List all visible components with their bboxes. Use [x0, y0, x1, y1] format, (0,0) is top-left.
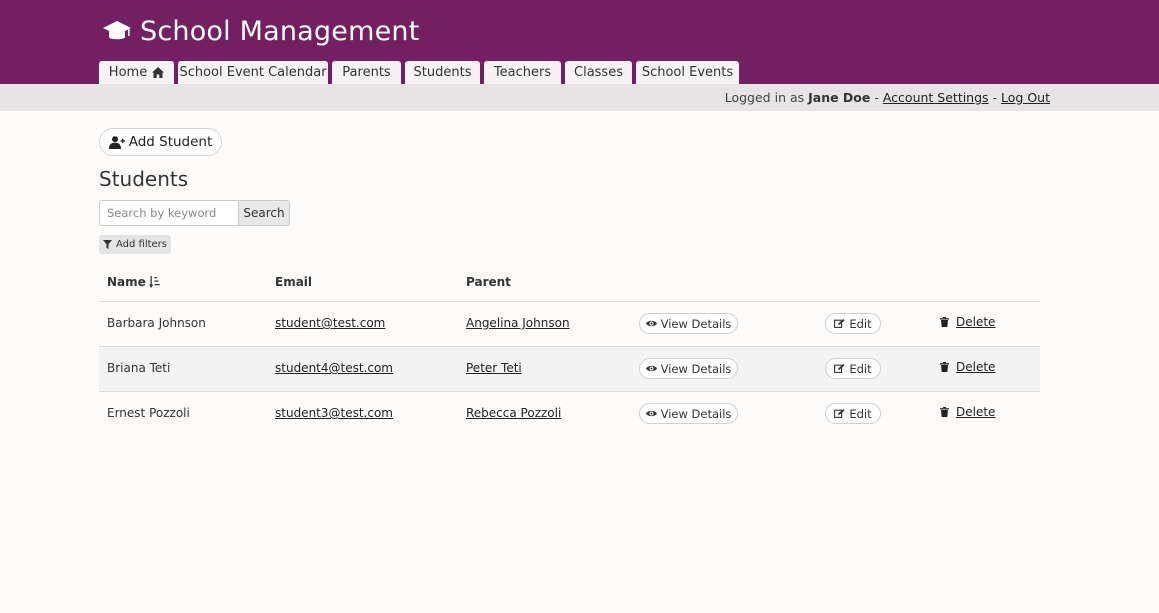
edit-icon: [834, 409, 845, 418]
student-email-link[interactable]: student@test.com: [275, 316, 386, 330]
add-filters-label: Add filters: [115, 239, 167, 250]
tab-home[interactable]: Home: [99, 61, 174, 84]
home-icon: [152, 67, 165, 78]
tab-school-events[interactable]: School Events: [636, 61, 739, 84]
column-email-header: Email: [275, 275, 313, 289]
delete-label: Delete: [956, 315, 996, 329]
delete-button[interactable]: Delete: [940, 360, 995, 374]
eye-icon: [645, 410, 657, 417]
tab-school-event-calendar[interactable]: School Event Calendar: [178, 61, 328, 84]
add-filters-button[interactable]: Add filters: [99, 235, 171, 254]
trash-icon: [940, 362, 949, 372]
trash-icon: [940, 407, 949, 417]
separator: -: [870, 90, 883, 105]
sort-alpha-down-icon: [148, 276, 160, 288]
edit-button[interactable]: Edit: [825, 358, 881, 379]
tab-label: School Event Calendar: [179, 65, 327, 80]
session-bar: [0, 84, 1159, 111]
student-name: Barbara Johnson: [107, 316, 206, 330]
edit-button[interactable]: Edit: [825, 403, 881, 424]
table-row: Ernest Pozzoli student3@test.com Rebecca…: [99, 392, 1040, 437]
edit-label: Edit: [849, 361, 872, 376]
tab-label: Students: [413, 65, 472, 80]
add-student-button[interactable]: Add Student: [99, 128, 222, 156]
column-header-label: Name: [107, 275, 146, 289]
login-status: Logged in as Jane Doe - Account Settings…: [725, 90, 1050, 105]
edit-icon: [834, 364, 845, 373]
delete-button[interactable]: Delete: [940, 315, 995, 329]
column-name-header[interactable]: Name: [107, 275, 160, 289]
search-button[interactable]: Search: [238, 200, 290, 226]
eye-icon: [645, 320, 657, 327]
main-nav: Home School Event Calendar Parents Stude…: [99, 61, 743, 84]
tab-students[interactable]: Students: [405, 61, 480, 84]
delete-label: Delete: [956, 360, 996, 374]
edit-label: Edit: [849, 316, 872, 331]
separator: -: [988, 90, 1002, 105]
tab-label: Classes: [574, 65, 623, 80]
logout-link[interactable]: Log Out: [1001, 90, 1050, 105]
page-title: Students: [99, 167, 189, 191]
parent-link[interactable]: Rebecca Pozzoli: [466, 406, 562, 420]
tab-parents[interactable]: Parents: [332, 61, 401, 84]
view-details-button[interactable]: View Details: [639, 403, 738, 424]
student-email-link[interactable]: student3@test.com: [275, 406, 393, 420]
view-details-button[interactable]: View Details: [639, 313, 738, 334]
parent-link[interactable]: Peter Teti: [466, 361, 522, 375]
app-title: School Management: [140, 15, 420, 47]
view-details-button[interactable]: View Details: [639, 358, 738, 379]
edit-button[interactable]: Edit: [825, 313, 881, 334]
filter-icon: [102, 240, 112, 249]
table-row: Barbara Johnson student@test.com Angelin…: [99, 302, 1040, 347]
tab-label: Teachers: [493, 65, 552, 80]
view-details-label: View Details: [660, 406, 732, 421]
table-header: Name Email Parent: [99, 264, 1040, 302]
tab-label: School Events: [641, 65, 734, 80]
add-student-label: Add Student: [128, 134, 213, 150]
student-name: Ernest Pozzoli: [107, 406, 190, 420]
tab-home-label: Home: [108, 65, 148, 80]
column-parent-header: Parent: [466, 275, 511, 289]
student-email-link[interactable]: student4@test.com: [275, 361, 393, 375]
tab-classes[interactable]: Classes: [565, 61, 632, 84]
students-table: Name Email Parent Barbara Johnson studen…: [99, 264, 1040, 437]
current-user: Jane Doe: [808, 90, 871, 105]
parent-link[interactable]: Angelina Johnson: [466, 316, 570, 330]
table-row: Briana Teti student4@test.com Peter Teti…: [99, 347, 1040, 392]
delete-label: Delete: [956, 405, 996, 419]
delete-button[interactable]: Delete: [940, 405, 995, 419]
app-brand: School Management: [102, 14, 419, 48]
view-details-label: View Details: [660, 361, 732, 376]
user-plus-icon: [108, 135, 125, 149]
tab-label: Parents: [342, 65, 391, 80]
student-name: Briana Teti: [107, 361, 171, 375]
trash-icon: [940, 317, 949, 327]
search-input[interactable]: [99, 200, 238, 226]
account-settings-link[interactable]: Account Settings: [882, 90, 989, 105]
edit-icon: [834, 319, 845, 328]
tab-teachers[interactable]: Teachers: [484, 61, 561, 84]
graduation-cap-icon: [103, 21, 131, 40]
view-details-label: View Details: [660, 316, 732, 331]
login-prefix: Logged in as: [724, 90, 809, 105]
edit-label: Edit: [849, 406, 872, 421]
eye-icon: [645, 365, 657, 372]
